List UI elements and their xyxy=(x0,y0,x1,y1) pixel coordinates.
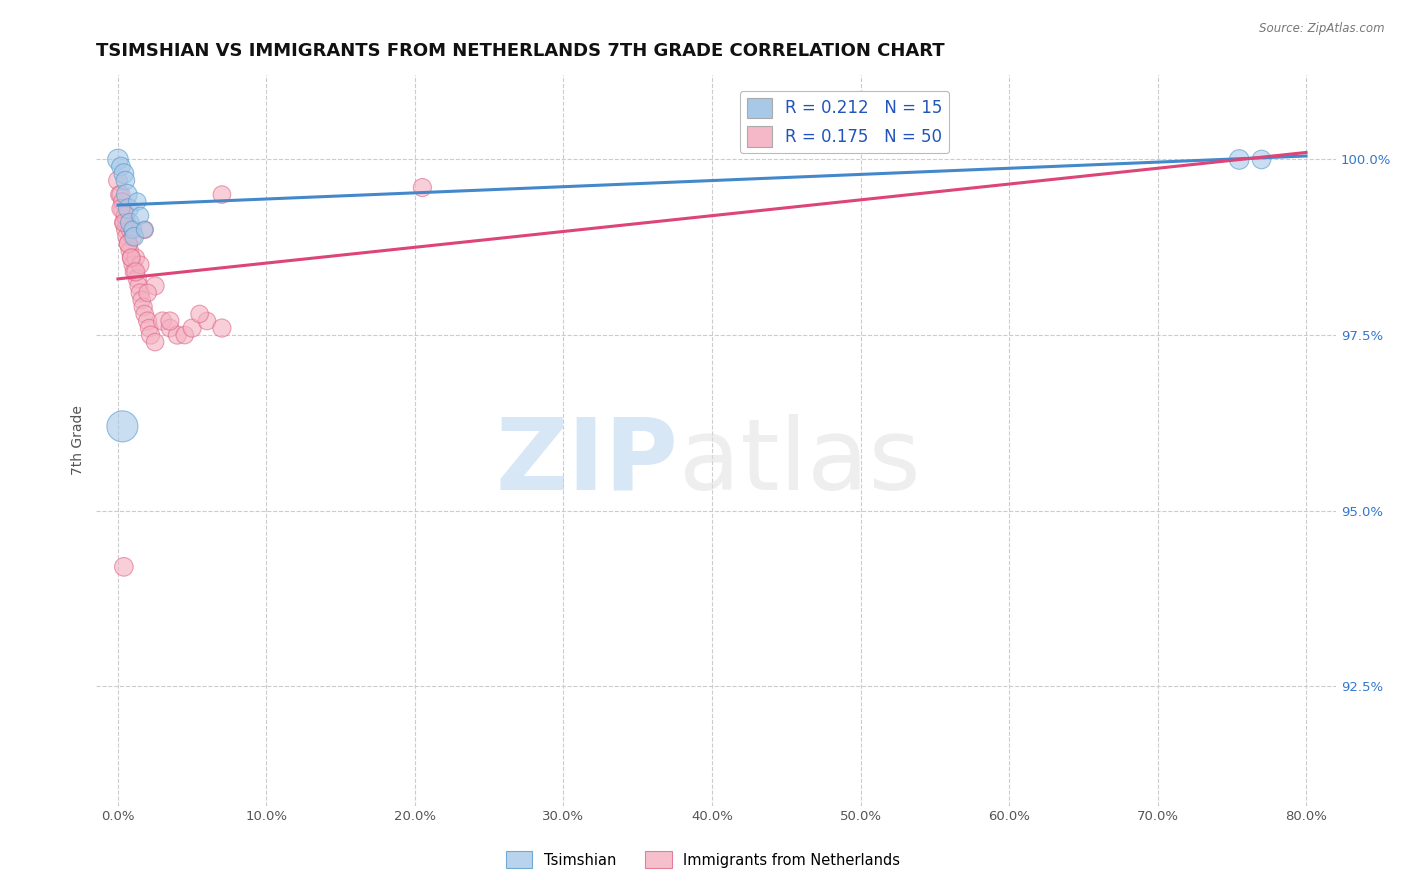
Point xyxy=(115,216,138,230)
Point xyxy=(107,153,129,167)
Point xyxy=(114,209,136,223)
Point xyxy=(131,293,153,307)
Point xyxy=(122,229,145,244)
Point xyxy=(411,180,433,194)
Point xyxy=(120,251,142,265)
Text: Source: ZipAtlas.com: Source: ZipAtlas.com xyxy=(1260,22,1385,36)
Point xyxy=(114,223,136,237)
Point xyxy=(134,223,156,237)
Point xyxy=(134,307,156,321)
Point xyxy=(110,187,132,202)
Point xyxy=(128,279,150,293)
Point xyxy=(118,223,141,237)
Point xyxy=(117,236,139,251)
Point xyxy=(173,328,195,343)
Point xyxy=(134,223,156,237)
Point xyxy=(1227,153,1250,167)
Point xyxy=(120,251,142,265)
Point xyxy=(181,321,204,335)
Point xyxy=(136,314,159,328)
Point xyxy=(111,419,134,434)
Point xyxy=(125,265,148,279)
Point xyxy=(112,216,135,230)
Point xyxy=(114,173,136,187)
Point xyxy=(166,328,188,343)
Point xyxy=(112,167,135,181)
Y-axis label: 7th Grade: 7th Grade xyxy=(72,406,86,475)
Point xyxy=(111,202,134,216)
Point xyxy=(195,314,218,328)
Point xyxy=(121,223,143,237)
Point xyxy=(129,258,152,272)
Point xyxy=(188,307,211,321)
Point xyxy=(152,314,174,328)
Point xyxy=(114,209,136,223)
Point xyxy=(112,559,135,574)
Point xyxy=(108,187,131,202)
Point xyxy=(159,321,181,335)
Point xyxy=(138,321,160,335)
Text: atlas: atlas xyxy=(679,414,920,511)
Point xyxy=(110,160,132,174)
Point xyxy=(115,229,138,244)
Point xyxy=(112,216,135,230)
Point xyxy=(110,202,132,216)
Point xyxy=(159,314,181,328)
Legend: Tsimshian, Immigrants from Netherlands: Tsimshian, Immigrants from Netherlands xyxy=(501,846,905,874)
Point xyxy=(211,187,233,202)
Point xyxy=(132,300,155,314)
Point xyxy=(121,229,143,244)
Point xyxy=(107,173,129,187)
Point xyxy=(143,279,166,293)
Point xyxy=(111,194,134,209)
Point xyxy=(139,328,162,343)
Point xyxy=(129,285,152,300)
Point xyxy=(125,251,148,265)
Point xyxy=(117,236,139,251)
Point xyxy=(115,187,138,202)
Point xyxy=(118,216,141,230)
Text: TSIMSHIAN VS IMMIGRANTS FROM NETHERLANDS 7TH GRADE CORRELATION CHART: TSIMSHIAN VS IMMIGRANTS FROM NETHERLANDS… xyxy=(96,42,945,60)
Point xyxy=(127,194,149,209)
Point xyxy=(129,209,152,223)
Point xyxy=(118,244,141,258)
Text: ZIP: ZIP xyxy=(496,414,679,511)
Point xyxy=(211,321,233,335)
Point xyxy=(1250,153,1272,167)
Point xyxy=(127,272,149,286)
Point xyxy=(121,258,143,272)
Point xyxy=(117,202,139,216)
Point xyxy=(143,335,166,350)
Point xyxy=(136,285,159,300)
Point xyxy=(122,265,145,279)
Legend: R = 0.212   N = 15, R = 0.175   N = 50: R = 0.212 N = 15, R = 0.175 N = 50 xyxy=(740,91,949,153)
